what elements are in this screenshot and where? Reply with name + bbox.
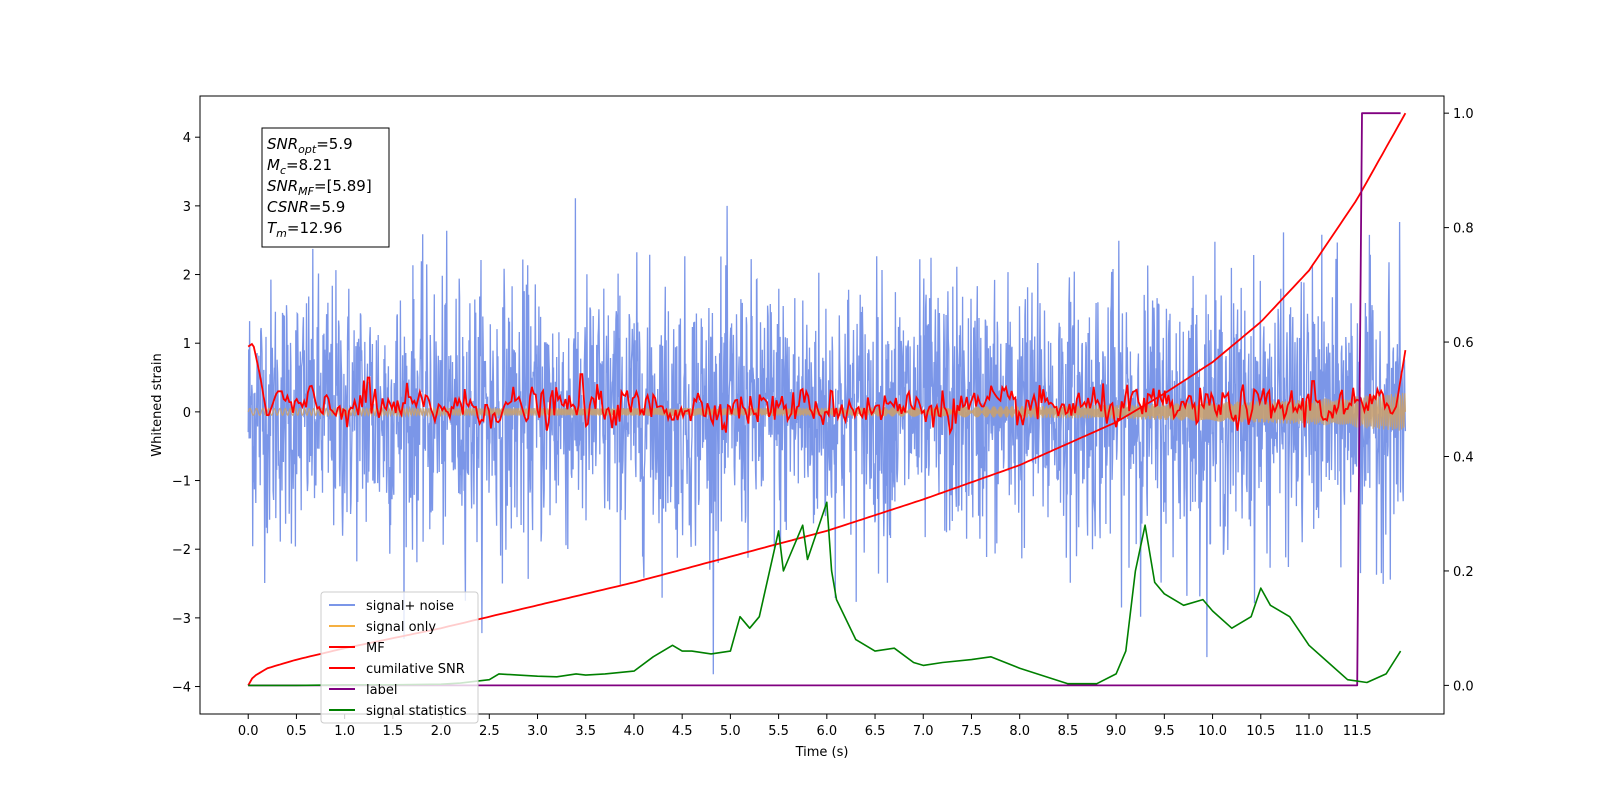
x-tick-label: 3.5 [575, 724, 596, 739]
series-signal-noise [247, 198, 1407, 675]
legend-entry-label: signal only [366, 620, 436, 635]
x-tick-label: 0.5 [286, 724, 307, 739]
x-tick-label: 4.5 [672, 724, 693, 739]
y-tick-label: 1 [183, 337, 191, 352]
x-tick-label: 6.5 [865, 724, 886, 739]
legend-entry-label: signal+ noise [366, 599, 454, 614]
legend: signal+ noise signal only MF cumilative SNR… [320, 591, 479, 724]
y-tick-label: −4 [172, 681, 191, 696]
y-tick-label: 3 [183, 200, 191, 215]
x-axis: 0.0 0.5 1.0 1.5 2.0 2.5 3.0 3.5 4.0 4.5 5.0 5.5 6.0 6… [238, 714, 1372, 739]
series-label [248, 112, 1401, 687]
y-axis-label: Whitened strain [150, 353, 165, 456]
y-right-tick-label: 0.6 [1453, 336, 1474, 351]
legend-entry-label: cumilative SNR [366, 662, 465, 677]
y-tick-label: −3 [172, 612, 191, 627]
annotation-frame [261, 127, 390, 248]
x-tick-label: 2.5 [479, 724, 500, 739]
y-tick-label: 0 [183, 406, 191, 421]
x-tick-label: 5.0 [720, 724, 741, 739]
x-tick-label: 10.5 [1246, 724, 1275, 739]
legend-entries: signal+ noise signal only MF cumilative SNR… [329, 599, 467, 719]
annotation-tm: Tm=12.96 [267, 219, 342, 240]
y-tick-label: −1 [172, 475, 191, 490]
x-tick-label: 8.5 [1058, 724, 1079, 739]
y-right-tick-label: 0.8 [1453, 222, 1474, 237]
annotation-snr-mf: SNRMF=[5.89] [267, 177, 372, 198]
x-tick-label: 1.0 [334, 724, 355, 739]
x-tick-label: 9.5 [1154, 724, 1175, 739]
x-tick-label: 2.0 [431, 724, 452, 739]
x-axis-label: Time (s) [795, 745, 849, 760]
x-tick-label: 7.5 [961, 724, 982, 739]
annotation-csnr: CSNR=5.9 [267, 198, 345, 216]
legend-entry-label: MF [366, 641, 385, 656]
y-right-tick-label: 0.0 [1453, 679, 1474, 694]
x-tick-label: 1.5 [383, 724, 404, 739]
x-tick-label: 9.0 [1106, 724, 1127, 739]
x-tick-label: 0.0 [238, 724, 259, 739]
y-right-tick-label: 1.0 [1453, 107, 1474, 122]
x-tick-label: 4.0 [624, 724, 645, 739]
x-tick-label: 5.5 [768, 724, 789, 739]
annotation-box: SNRopt=5.9 Mc=8.21 SNRMF=[5.89] CSNR=5.9… [261, 127, 390, 248]
x-tick-label: 11.0 [1295, 724, 1324, 739]
x-tick-label: 7.0 [913, 724, 934, 739]
x-tick-label: 11.5 [1343, 724, 1372, 739]
y-tick-label: 2 [183, 269, 191, 284]
x-tick-label: 3.0 [527, 724, 548, 739]
series-mf [247, 342, 1407, 436]
legend-entry-label: label [366, 683, 397, 698]
annotation-mc: Mc=8.21 [267, 156, 332, 177]
x-tick-label: 10.0 [1198, 724, 1227, 739]
y-right-tick-label: 0.2 [1453, 565, 1474, 580]
legend-frame [320, 591, 479, 724]
y-tick-label: −2 [172, 543, 191, 558]
legend-entry-label: signal statistics [366, 704, 467, 719]
annotation-snr-opt: SNRopt=5.9 [267, 135, 353, 156]
x-tick-label: 6.0 [816, 724, 837, 739]
series-signal-statistics [248, 501, 1402, 687]
y-axis-left: −4 −3 −2 −1 0 1 2 3 4 [172, 131, 200, 696]
y-axis-right: 0.0 0.2 0.4 0.6 0.8 1.0 [1444, 107, 1474, 694]
axes-frame [199, 95, 1445, 715]
y-right-tick-label: 0.4 [1453, 451, 1474, 466]
y-tick-label: 4 [183, 131, 191, 146]
x-tick-label: 8.0 [1009, 724, 1030, 739]
